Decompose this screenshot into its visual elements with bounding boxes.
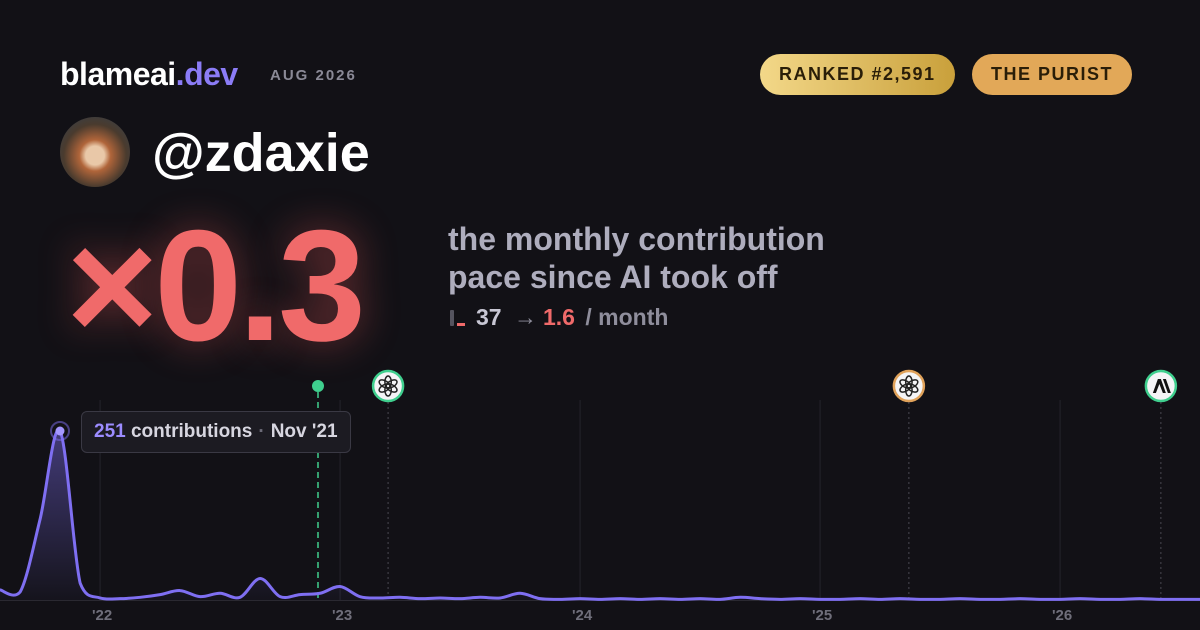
- x-tick-label: '25: [812, 607, 832, 624]
- avatar: [60, 117, 130, 187]
- x-tick-label: '24: [572, 607, 593, 624]
- arrow: →: [513, 304, 537, 330]
- area: [0, 429, 1200, 600]
- event-logo: [378, 375, 398, 397]
- logo-a: [1152, 379, 1166, 393]
- brand-tld: .dev: [175, 56, 239, 92]
- report-date: AUG 2026: [270, 67, 357, 84]
- tooltip-label: contributions: [130, 421, 253, 442]
- tooltip-date: Nov '21: [270, 421, 338, 442]
- caption-line: the monthly contribution: [448, 221, 825, 257]
- event-logo: [1152, 379, 1171, 393]
- caption: the monthly contribution pace since AI to…: [448, 220, 825, 296]
- before-rate: 37: [476, 304, 502, 330]
- title-badge: THE PURIST: [972, 54, 1133, 95]
- rank-badge: RANKED #2,591: [760, 54, 955, 95]
- handle: @zdaxie: [152, 123, 370, 183]
- x-tick-label: '26: [1052, 607, 1072, 624]
- x-tick-label: '23: [332, 607, 352, 624]
- logo-petal: [899, 379, 912, 389]
- event-icon: [371, 369, 405, 403]
- line: [0, 428, 1200, 601]
- rate-icon: [450, 310, 465, 326]
- tooltip: 251 contributions · Nov '21: [81, 411, 351, 453]
- x-tick-label: '22: [92, 607, 112, 624]
- unit: / month: [585, 304, 669, 330]
- rate: 37 → 1.6 / month: [448, 304, 668, 331]
- event-dot: [312, 380, 324, 392]
- logo-slash: [1162, 379, 1171, 393]
- event-logo: [899, 375, 919, 397]
- brand-name: blameai: [60, 56, 176, 92]
- after-rate: 1.6: [542, 304, 575, 330]
- peak-ring: [50, 421, 70, 441]
- peak-point: [55, 426, 65, 436]
- multiplier: ×0.3: [66, 198, 366, 374]
- brand: blameai.dev: [60, 56, 238, 93]
- logo-petal: [378, 379, 391, 389]
- tooltip-value: 251: [94, 421, 126, 442]
- caption-line: pace since AI took off: [448, 259, 778, 295]
- event-icon: [892, 369, 926, 403]
